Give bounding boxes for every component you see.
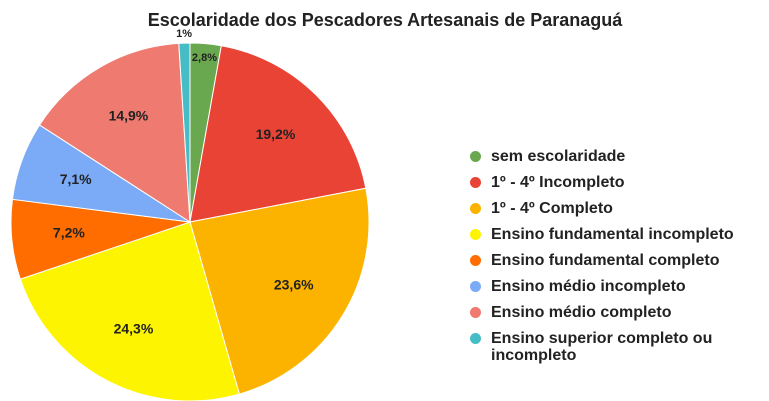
pie-slice	[178, 42, 191, 223]
legend-item: Ensino fundamental incompleto	[470, 226, 766, 243]
legend-item: Ensino médio incompleto	[470, 278, 766, 295]
legend-label: Ensino fundamental incompleto	[491, 226, 734, 243]
legend-label: 1º - 4º Completo	[491, 200, 613, 217]
legend-swatch	[470, 307, 481, 318]
legend-label: Ensino médio completo	[491, 304, 672, 321]
legend-item: 1º - 4º Completo	[470, 200, 766, 217]
legend-swatch	[470, 255, 481, 266]
legend-label: sem escolaridade	[491, 148, 626, 165]
legend-item: Ensino superior completo ou incompleto	[470, 330, 766, 364]
legend-item: Ensino fundamental completo	[470, 252, 766, 269]
data-label: 2,8%	[192, 52, 217, 64]
data-label: 19,2%	[256, 126, 296, 142]
legend-item: 1º - 4º Incompleto	[470, 174, 766, 191]
data-label: 1%	[176, 28, 192, 40]
data-label: 14,9%	[109, 108, 149, 124]
data-label: 23,6%	[274, 276, 314, 292]
legend-swatch	[470, 151, 481, 162]
legend-item: Ensino médio completo	[470, 304, 766, 321]
pie-slice	[189, 187, 370, 395]
legend-label: Ensino superior completo ou incompleto	[491, 330, 713, 364]
legend-label: 1º - 4º Incompleto	[491, 174, 625, 191]
chart-title: Escolaridade dos Pescadores Artesanais d…	[148, 10, 624, 30]
legend: sem escolaridade 1º - 4º Incompleto 1º - 4…	[470, 148, 766, 373]
legend-swatch	[470, 333, 481, 344]
pie-slice	[189, 45, 367, 223]
legend-swatch	[470, 229, 481, 240]
data-label: 24,3%	[114, 320, 154, 336]
legend-swatch	[470, 203, 481, 214]
pie-slice	[19, 221, 240, 401]
legend-label: Ensino médio incompleto	[491, 278, 686, 295]
data-label: 7,2%	[53, 225, 85, 241]
data-label: 7,1%	[60, 171, 92, 187]
legend-swatch	[470, 281, 481, 292]
pie-slice	[38, 42, 191, 223]
legend-swatch	[470, 177, 481, 188]
legend-label: Ensino fundamental completo	[491, 252, 720, 269]
legend-item: sem escolaridade	[470, 148, 766, 165]
